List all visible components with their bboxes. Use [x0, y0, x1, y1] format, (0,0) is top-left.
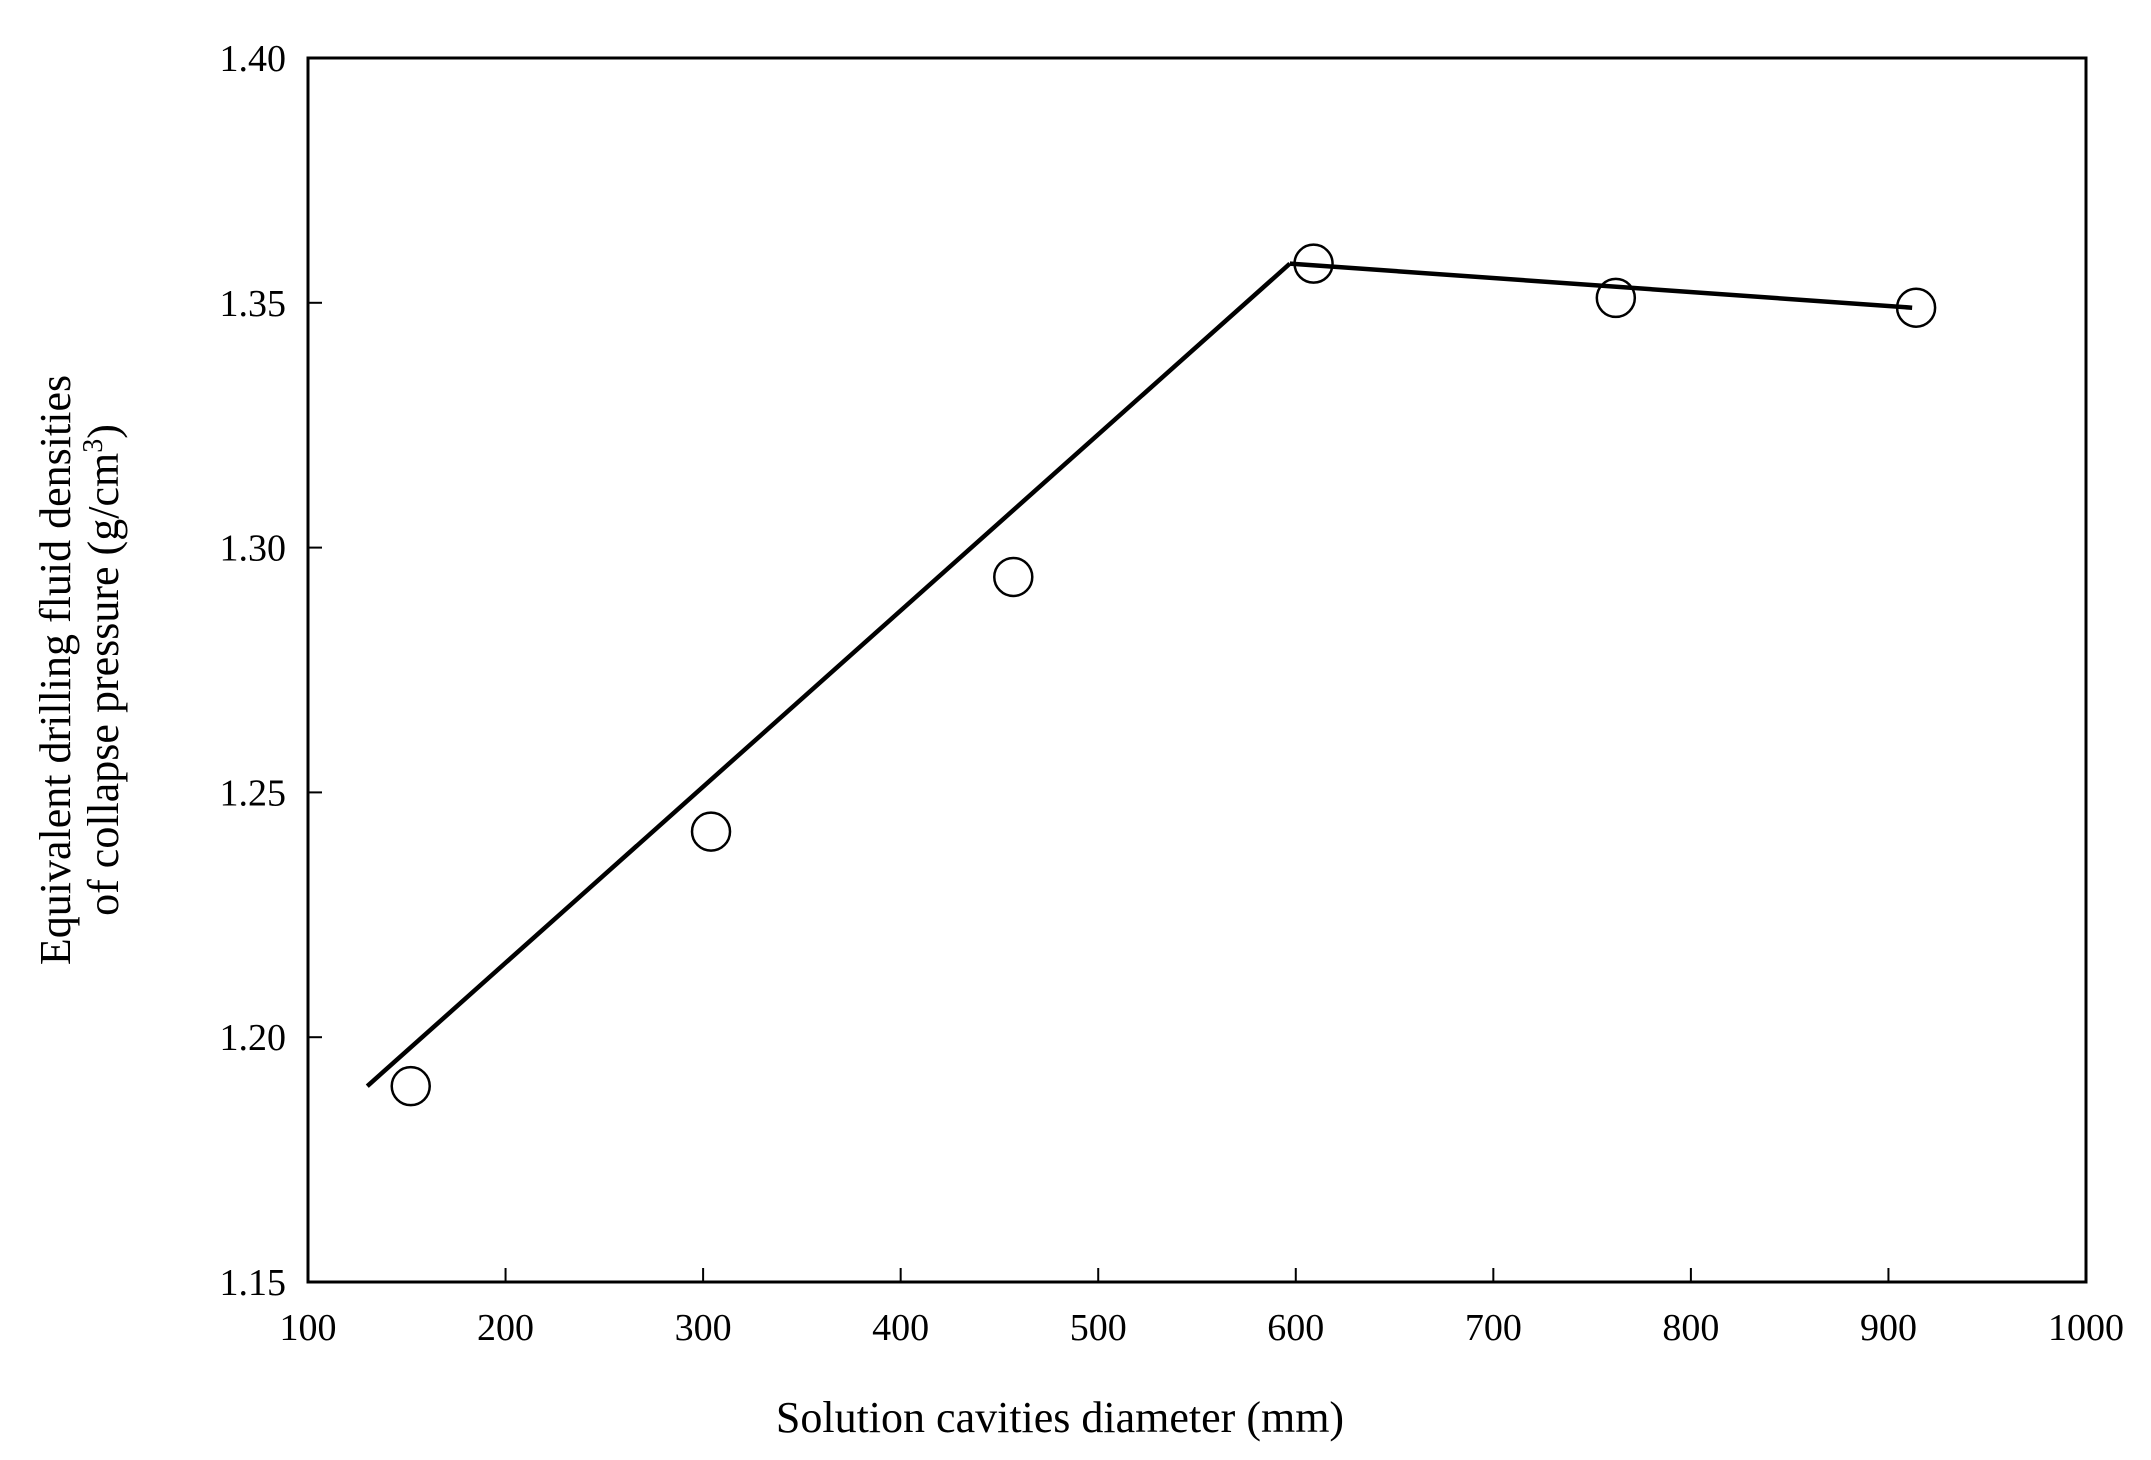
- y-tick-label: 1.25: [220, 772, 287, 814]
- y-axis-title-line2-suffix: ): [79, 424, 128, 439]
- x-tick-label: 200: [477, 1307, 534, 1349]
- y-axis-title-line2: of collapse pressure (g/cm3): [78, 424, 128, 916]
- x-tick-label: 1000: [2048, 1307, 2124, 1349]
- y-axis-ticks: 1.15 1.20 1.25 1.30 1.35 1.40: [220, 38, 322, 1304]
- y-axis-title-line1: Equivalent drilling fluid densities: [31, 375, 80, 965]
- y-tick-label: 1.20: [220, 1017, 287, 1059]
- data-point: [1293, 243, 1334, 284]
- data-point: [1895, 287, 1937, 328]
- y-tick-label: 1.30: [220, 528, 287, 570]
- y-axis-title: Equivalent drilling fluid densities of c…: [31, 375, 128, 965]
- y-tick-label: 1.35: [220, 283, 287, 325]
- x-tick-label: 800: [1662, 1307, 1719, 1349]
- data-point: [1595, 277, 1637, 319]
- x-tick-label: 900: [1860, 1307, 1917, 1349]
- y-tick-label: 1.15: [220, 1262, 287, 1304]
- data-point: [993, 556, 1034, 598]
- data-markers: [390, 243, 1937, 1107]
- plot-frame: [306, 56, 2088, 1284]
- fit-line-segment: [365, 261, 1292, 1088]
- x-tick-label: 300: [675, 1307, 732, 1349]
- data-point: [390, 1065, 431, 1107]
- x-axis-ticks: 100 200 300 400 500 600 700 800 900 1000: [280, 1268, 2124, 1349]
- y-tick-label: 1.40: [220, 38, 287, 80]
- x-tick-label: 400: [872, 1307, 929, 1349]
- x-tick-label: 100: [280, 1307, 337, 1349]
- x-tick-label: 700: [1465, 1307, 1522, 1349]
- x-tick-label: 600: [1267, 1307, 1324, 1349]
- y-axis-title-line2-superscript: 3: [78, 439, 109, 453]
- y-axis-title-line2-prefix: of collapse pressure (g/cm: [79, 453, 128, 916]
- data-point: [690, 811, 732, 852]
- x-tick-label: 500: [1070, 1307, 1127, 1349]
- x-axis-title: Solution cavities diameter (mm): [776, 1393, 1344, 1442]
